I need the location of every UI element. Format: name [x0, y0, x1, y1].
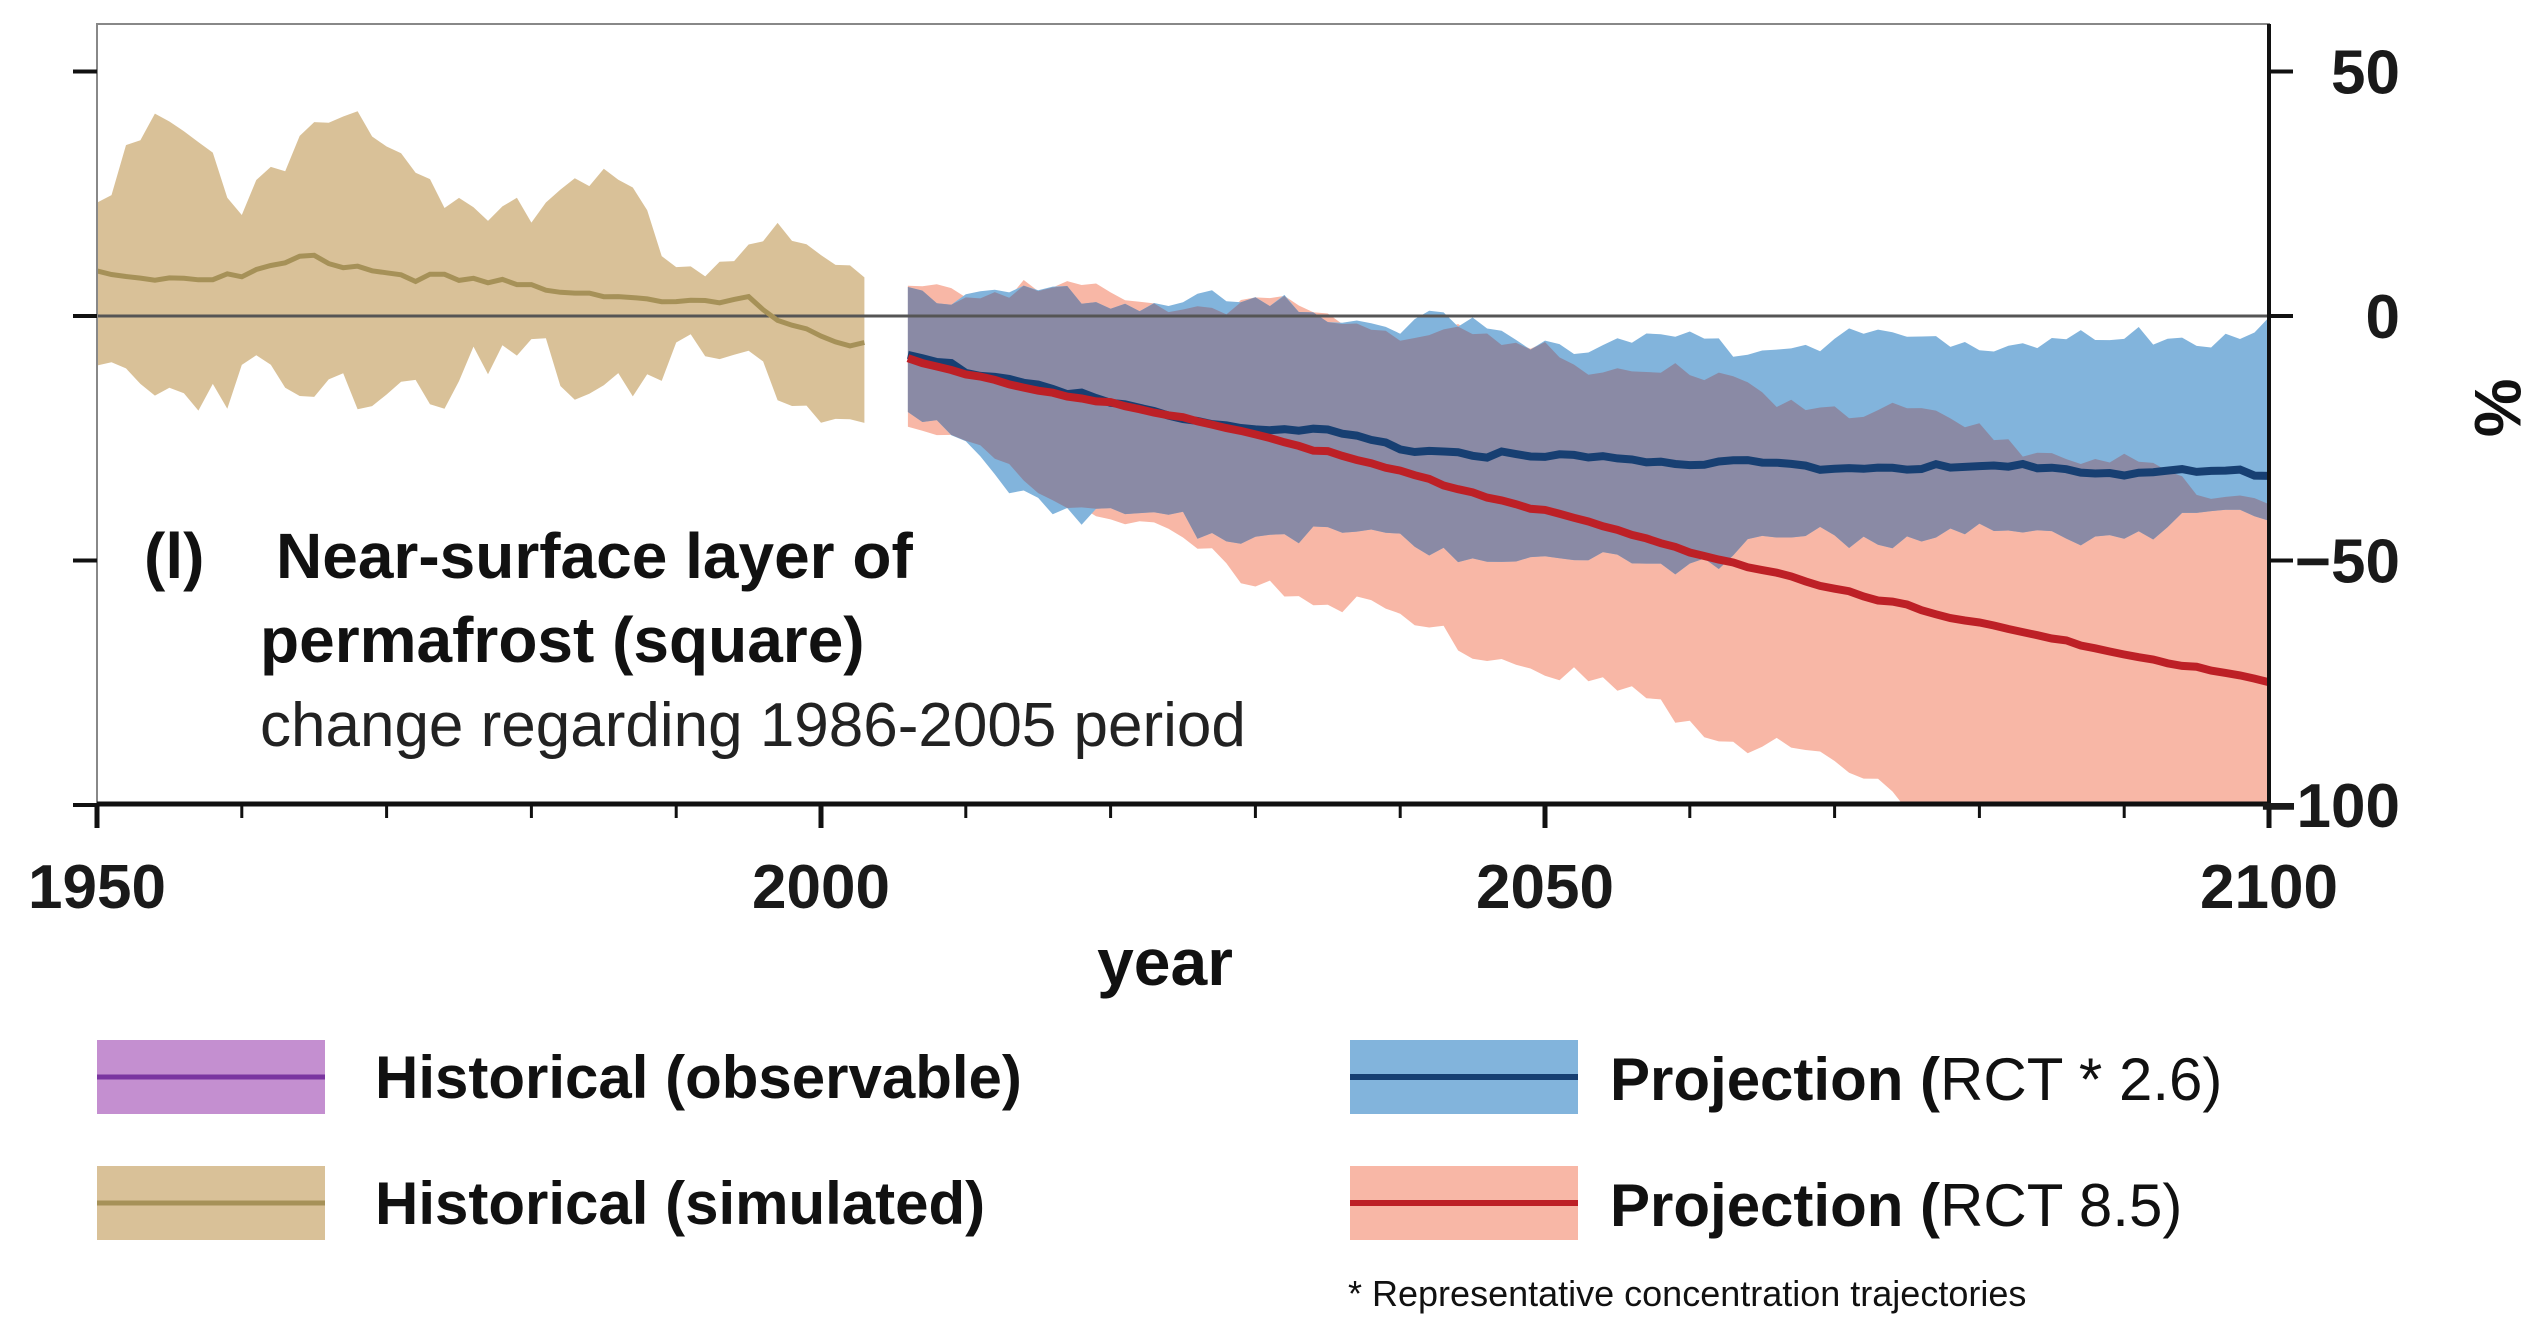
legend-label-rcp26-rest: RCT * 2.6) — [1940, 1046, 2222, 1113]
legend-label-rcp85-bold: Projection ( — [1610, 1172, 1940, 1239]
legend-label-observed: Historical (observable) — [375, 1044, 1022, 1111]
chart-subtitle: change regarding 1986-2005 period — [260, 691, 1246, 760]
legend-label-rcp26-bold: Projection ( — [1610, 1046, 1940, 1113]
legend-label-rcp85: Projection (RCT 8.5) — [1610, 1172, 2182, 1239]
y-ticks — [73, 69, 2293, 807]
x-tick-label: 1950 — [28, 853, 166, 922]
x-tick-label: 2100 — [2200, 853, 2338, 922]
x-tick-label: 2000 — [752, 853, 890, 922]
chart-title-line2: permafrost (square) — [260, 604, 865, 676]
line-rcp85 — [906, 354, 2269, 687]
x-tick-labels: 1950 2000 2050 2100 — [28, 853, 2338, 922]
y-tick-label: 50 — [2331, 39, 2400, 108]
legend: Historical (observable) Historical (simu… — [97, 1040, 2222, 1314]
y-tick-labels: 50 0 −50 −100 — [2260, 39, 2400, 842]
legend-label-simulated: Historical (simulated) — [375, 1170, 985, 1237]
band-rcp-overlap — [907, 285, 2269, 575]
y-tick-label: −50 — [2295, 528, 2400, 597]
legend-label-rcp26: Projection (RCT * 2.6) — [1610, 1046, 2222, 1113]
legend-label-rcp85-rest: RCT 8.5) — [1940, 1172, 2182, 1239]
x-tick-label: 2050 — [1476, 853, 1614, 922]
y-axis-title: % — [2461, 379, 2535, 438]
legend-footnote: * Representative concentration trajector… — [1348, 1273, 2026, 1314]
x-axis-title: year — [1097, 925, 1233, 999]
x-ticks — [94, 804, 2272, 828]
y-tick-label: −100 — [2260, 772, 2400, 841]
panel-label: (l) — [144, 520, 204, 592]
y-tick-label: 0 — [2366, 283, 2400, 352]
line-historical-simulated — [97, 252, 865, 349]
band-historical-simulated — [97, 111, 865, 423]
chart-title-line1: Near-surface layer of — [276, 520, 913, 592]
